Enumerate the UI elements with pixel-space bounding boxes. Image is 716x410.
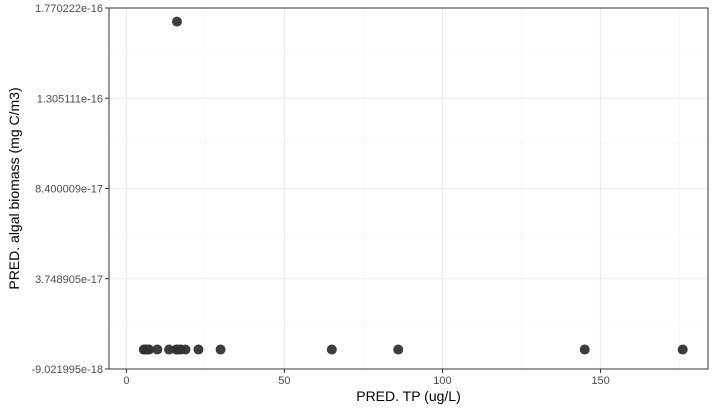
data-point	[193, 344, 204, 355]
x-tick-label: 150	[591, 375, 609, 387]
data-point	[171, 16, 182, 27]
y-tick-label: 3.748905e-17	[35, 274, 103, 286]
x-tick-label: 0	[123, 375, 129, 387]
data-point	[326, 344, 337, 355]
y-tick-label: 1.770222e-16	[35, 3, 103, 15]
data-point	[393, 344, 404, 355]
y-tick-label: 1.305111e-16	[37, 93, 103, 105]
data-point	[164, 344, 175, 355]
x-axis-title: PRED. TP (ug/L)	[356, 388, 461, 404]
axis-ticks: 0 50 100 150 -9.021995e-18 3.748905e-17 8.4000…	[31, 3, 609, 387]
y-tick-label: 8.400009e-17	[35, 184, 103, 196]
data-point	[677, 344, 688, 355]
y-tick-label: -9.021995e-18	[31, 364, 103, 376]
data-points	[138, 16, 688, 355]
data-point	[180, 344, 191, 355]
data-point	[144, 344, 155, 355]
data-point	[215, 344, 226, 355]
x-tick-label: 50	[278, 375, 290, 387]
data-point	[579, 344, 590, 355]
data-point	[152, 344, 163, 355]
y-axis-title: PRED. algal biomass (mg C/m3)	[6, 87, 22, 289]
x-tick-label: 100	[433, 375, 451, 387]
